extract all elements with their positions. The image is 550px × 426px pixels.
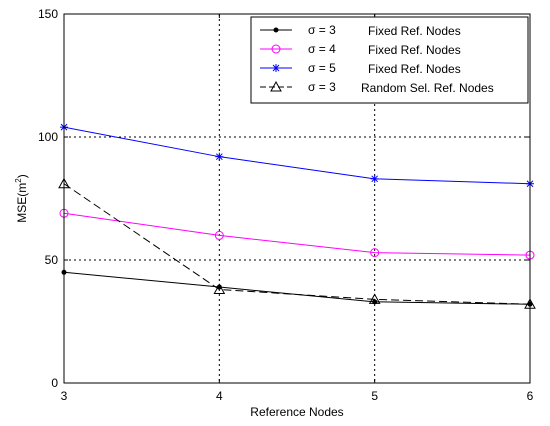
data-point	[214, 230, 224, 240]
legend-label-symbol: σ = 4	[308, 42, 336, 56]
x-tick-label: 6	[527, 389, 534, 403]
data-point	[370, 174, 379, 183]
data-point	[270, 80, 282, 92]
series-line	[63, 183, 531, 305]
data-point-stroke	[215, 153, 223, 161]
data-point	[370, 248, 380, 258]
legend-item: σ = 3 Random Sel. Ref. Nodes	[260, 80, 494, 95]
plot-frame	[63, 13, 531, 384]
legend-label-symbol: σ = 5	[308, 61, 336, 75]
x-axis-label: Reference Nodes	[250, 405, 343, 419]
x-tick-label: 3	[61, 389, 68, 403]
legend-item: σ = 4 Fixed Ref. Nodes	[260, 42, 461, 57]
legend-label-symbol: σ = 3	[308, 23, 336, 37]
y-axis-label: MSE(m2)	[14, 174, 29, 222]
data-point	[368, 293, 381, 304]
legend-label-description: Fixed Ref. Nodes	[368, 43, 461, 57]
x-tick-label: 5	[371, 389, 378, 403]
data-point	[272, 64, 280, 72]
data-point-stroke	[371, 175, 379, 183]
data-point	[215, 152, 224, 161]
y-axis-label-close: )	[15, 174, 29, 178]
x-tick-label: 4	[216, 389, 223, 403]
legend: σ = 3 Fixed Ref. Nodes σ = 4 Fixed Ref. Nod…	[250, 16, 529, 104]
legend-label-symbol: σ = 3	[308, 80, 336, 94]
data-point	[271, 44, 281, 54]
y-tick-label: 50	[45, 253, 59, 267]
axis-ticks: 3 4 5 6 0 50 100 150	[38, 7, 534, 403]
y-axis-label-superscript: 2	[14, 178, 23, 183]
y-axis-label-base: MSE(m	[15, 183, 29, 223]
y-tick-label: 100	[38, 130, 58, 144]
data-point-stroke	[272, 64, 280, 72]
legend-label-description: Fixed Ref. Nodes	[368, 62, 461, 76]
series-line	[63, 212, 531, 256]
legend-item: σ = 5 Fixed Ref. Nodes	[260, 61, 461, 76]
legend-item: σ = 3 Fixed Ref. Nodes	[260, 23, 461, 38]
legend-label-description: Random Sel. Ref. Nodes	[361, 81, 494, 95]
y-tick-label: 0	[51, 376, 58, 390]
y-tick-label: 150	[38, 7, 58, 21]
series-line	[63, 126, 531, 185]
data-point	[273, 27, 279, 33]
legend-label-description: Fixed Ref. Nodes	[368, 24, 461, 38]
data-point	[213, 283, 226, 295]
legend-box	[250, 16, 529, 104]
